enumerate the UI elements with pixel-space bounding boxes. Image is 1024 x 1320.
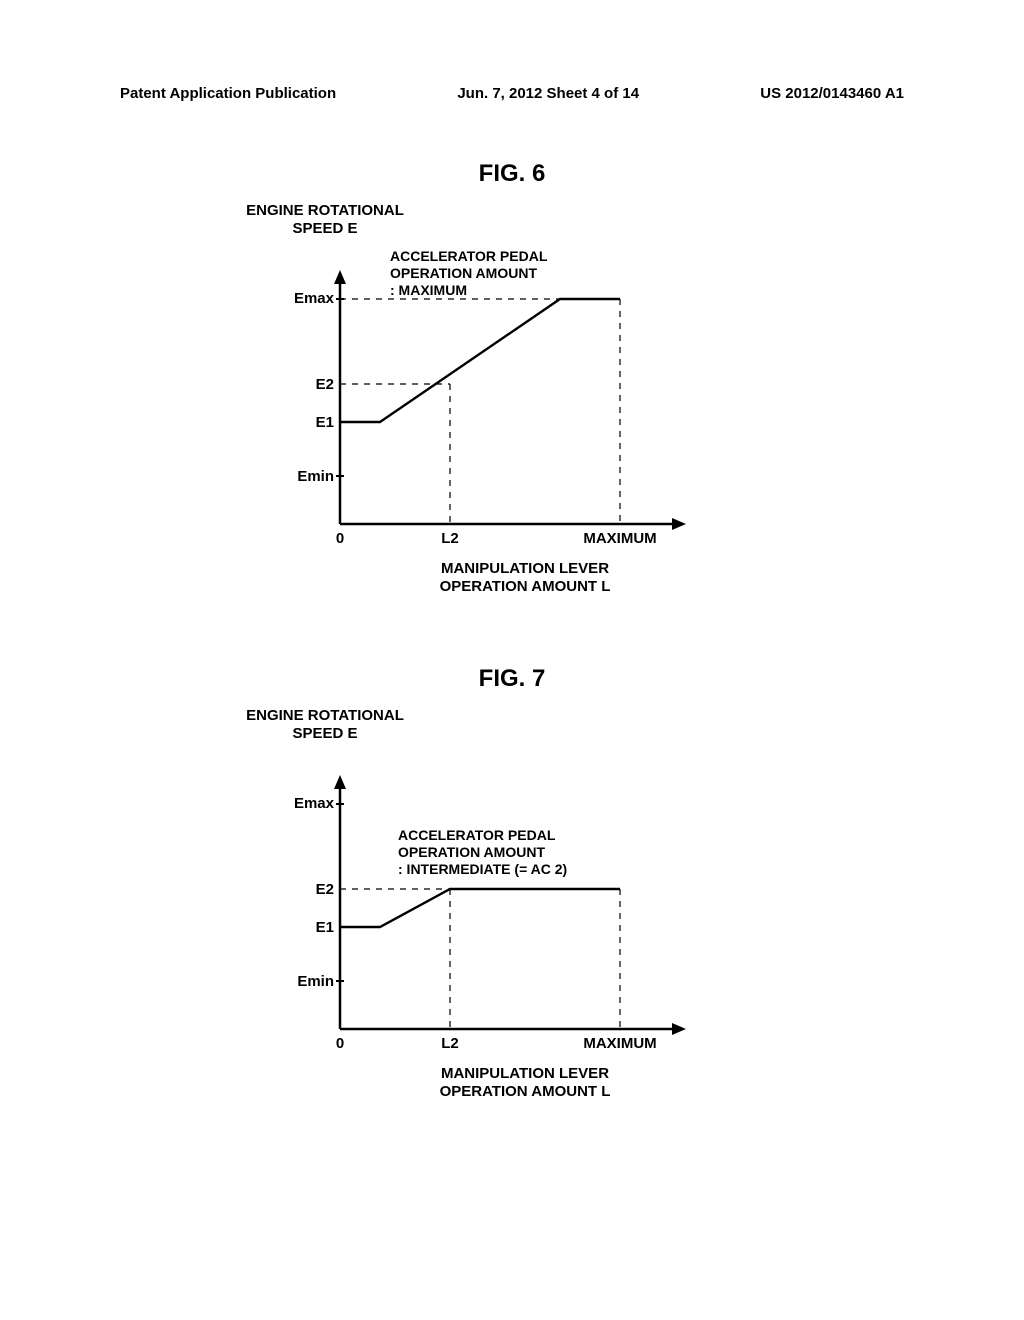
fig6-x-title-line1: OPERATION AMOUNT L xyxy=(415,578,635,596)
fig6-x-axis-title: MANIPULATION LEVER OPERATION AMOUNT L xyxy=(415,560,635,596)
fig6-x-title-line0: MANIPULATION LEVER xyxy=(415,560,635,578)
fig6-y-title-line0: ENGINE ROTATIONAL xyxy=(225,202,425,220)
header-center: Jun. 7, 2012 Sheet 4 of 14 xyxy=(457,85,639,102)
fig7-y-title-line1: SPEED E xyxy=(225,725,425,743)
fig7-svg xyxy=(280,769,720,1069)
header-left: Patent Application Publication xyxy=(120,85,336,102)
fig7-x-title-line0: MANIPULATION LEVER xyxy=(415,1065,635,1083)
fig7-chart: Emax E2 E1 Emin ACCELERATOR PEDAL OPERAT… xyxy=(280,769,720,1069)
fig7-title: FIG. 7 xyxy=(0,665,1024,693)
fig6-legend-l0: ACCELERATOR PEDAL xyxy=(390,248,547,265)
fig7-y-title-line0: ENGINE ROTATIONAL xyxy=(225,707,425,725)
fig7-y-axis-title: ENGINE ROTATIONAL SPEED E xyxy=(225,707,425,743)
fig6-ytick-e1: E1 xyxy=(282,414,334,431)
fig6-legend-l1: OPERATION AMOUNT xyxy=(390,265,547,282)
fig7-xtick-max: MAXIMUM xyxy=(575,1035,665,1052)
fig6-legend: ACCELERATOR PEDAL OPERATION AMOUNT : MAX… xyxy=(390,248,547,298)
fig6-xtick-max: MAXIMUM xyxy=(575,530,665,547)
fig7-legend-l1: OPERATION AMOUNT xyxy=(398,844,567,861)
fig7-legend: ACCELERATOR PEDAL OPERATION AMOUNT : INT… xyxy=(398,827,567,877)
fig7-ytick-e1: E1 xyxy=(282,919,334,936)
fig6-ytick-emax: Emax xyxy=(282,290,334,307)
figure-6: FIG. 6 ENGINE ROTATIONAL SPEED E Emax E2… xyxy=(0,160,1024,564)
fig6-xtick-0: 0 xyxy=(330,530,350,547)
page-header: Patent Application Publication Jun. 7, 2… xyxy=(0,85,1024,102)
fig6-ytick-emin: Emin xyxy=(282,468,334,485)
fig7-ytick-emax: Emax xyxy=(282,795,334,812)
fig6-legend-l2: : MAXIMUM xyxy=(390,282,547,299)
fig6-title: FIG. 6 xyxy=(0,160,1024,188)
fig6-ytick-e2: E2 xyxy=(282,376,334,393)
fig7-legend-l0: ACCELERATOR PEDAL xyxy=(398,827,567,844)
fig7-xtick-l2: L2 xyxy=(435,1035,465,1052)
fig7-ytick-e2: E2 xyxy=(282,881,334,898)
fig6-xtick-l2: L2 xyxy=(435,530,465,547)
fig7-x-title-line1: OPERATION AMOUNT L xyxy=(415,1083,635,1101)
fig7-ytick-emin: Emin xyxy=(282,973,334,990)
fig7-legend-l2: : INTERMEDIATE (= AC 2) xyxy=(398,861,567,878)
fig6-chart: Emax E2 E1 Emin ACCELERATOR PEDAL OPERAT… xyxy=(280,264,720,564)
fig6-y-axis-title: ENGINE ROTATIONAL SPEED E xyxy=(225,202,425,238)
fig6-y-title-line1: SPEED E xyxy=(225,220,425,238)
figure-7: FIG. 7 ENGINE ROTATIONAL SPEED E Emax E2… xyxy=(0,665,1024,1069)
fig6-svg xyxy=(280,264,720,564)
header-right: US 2012/0143460 A1 xyxy=(760,85,904,102)
fig7-x-axis-title: MANIPULATION LEVER OPERATION AMOUNT L xyxy=(415,1065,635,1101)
fig7-xtick-0: 0 xyxy=(330,1035,350,1052)
